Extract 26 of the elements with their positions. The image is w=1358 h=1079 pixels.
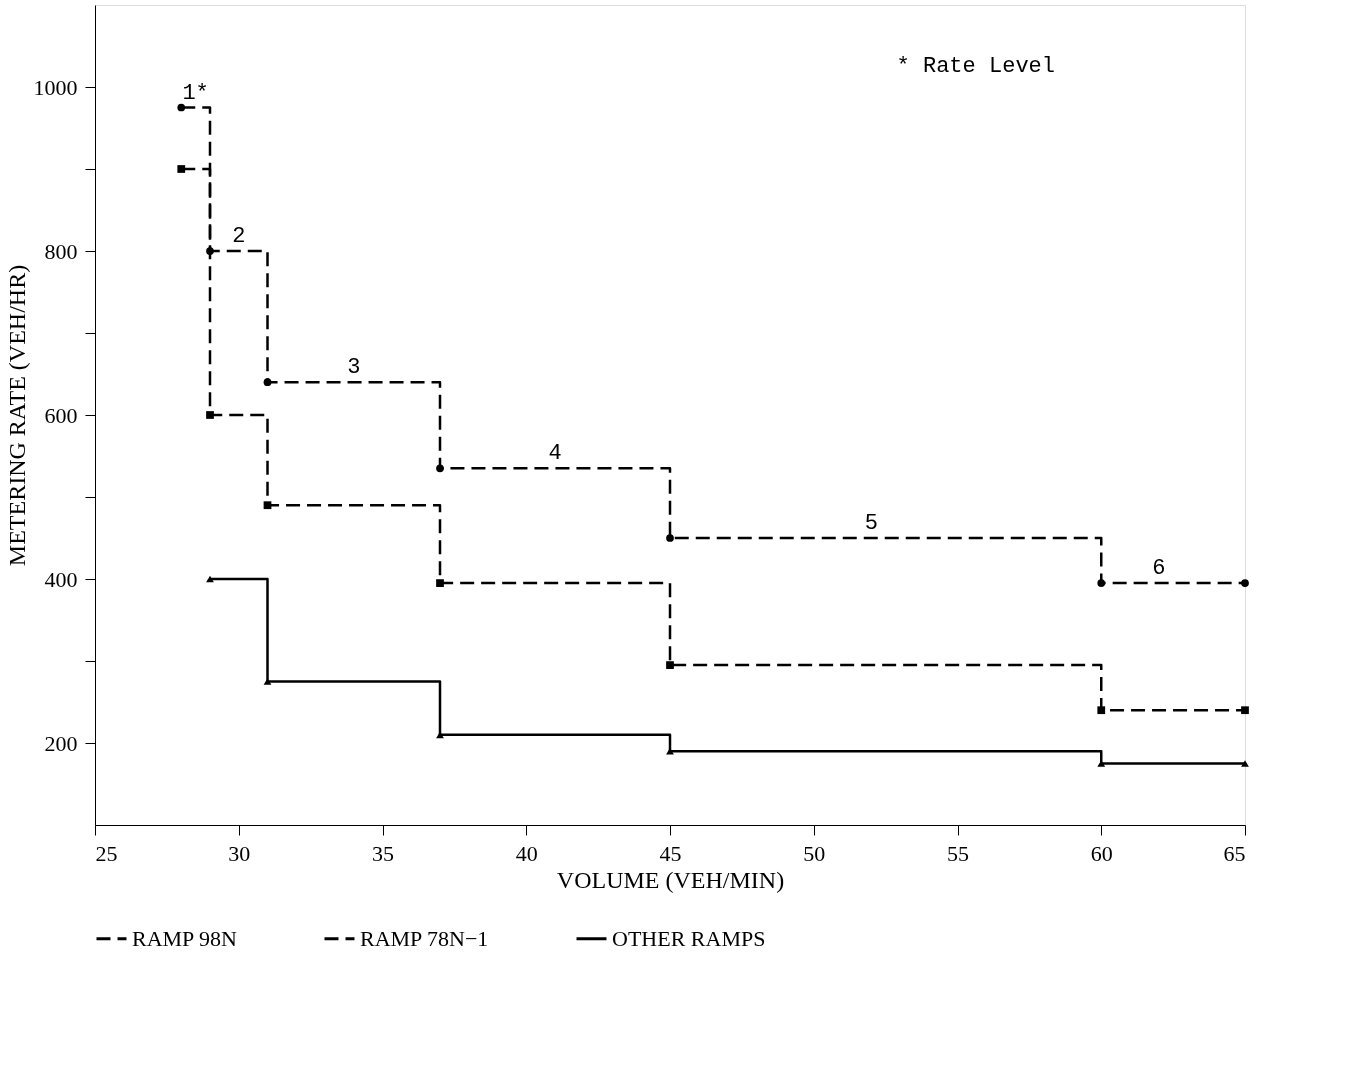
annotation: 1* [182, 80, 209, 106]
x-tick-label: 65 [1223, 840, 1246, 866]
annotation: 3 [347, 355, 361, 381]
y-axis-title: METERING RATE (VEH/HR) [3, 264, 30, 567]
x-tick-label: 35 [372, 840, 394, 866]
x-tick-label: 30 [228, 840, 251, 866]
legend-label: RAMP 78N−1 [360, 925, 489, 951]
x-tick-label: 60 [1090, 840, 1113, 866]
x-tick-label: 50 [803, 840, 826, 866]
annotation: 4 [548, 441, 562, 467]
legend-label: OTHER RAMPS [612, 925, 766, 951]
y-tick-label: 400 [44, 566, 78, 592]
x-axis-title: VOLUME (VEH/MIN) [556, 866, 785, 893]
y-tick-label: 600 [44, 402, 78, 428]
annotation: 6 [1152, 556, 1166, 582]
annotation: 2 [232, 224, 246, 249]
y-tick-label: 200 [44, 730, 78, 756]
x-tick-label: 40 [515, 840, 538, 866]
x-tick-label: 55 [947, 840, 969, 866]
annotation: 5 [864, 511, 878, 536]
y-tick-label: 800 [44, 238, 78, 264]
annotation: * Rate Level [896, 54, 1055, 79]
y-tick-label: 1000 [33, 74, 78, 100]
legend-label: RAMP 98N [132, 925, 238, 951]
x-tick-label: 45 [659, 840, 682, 866]
x-tick-label: 25 [95, 840, 118, 866]
